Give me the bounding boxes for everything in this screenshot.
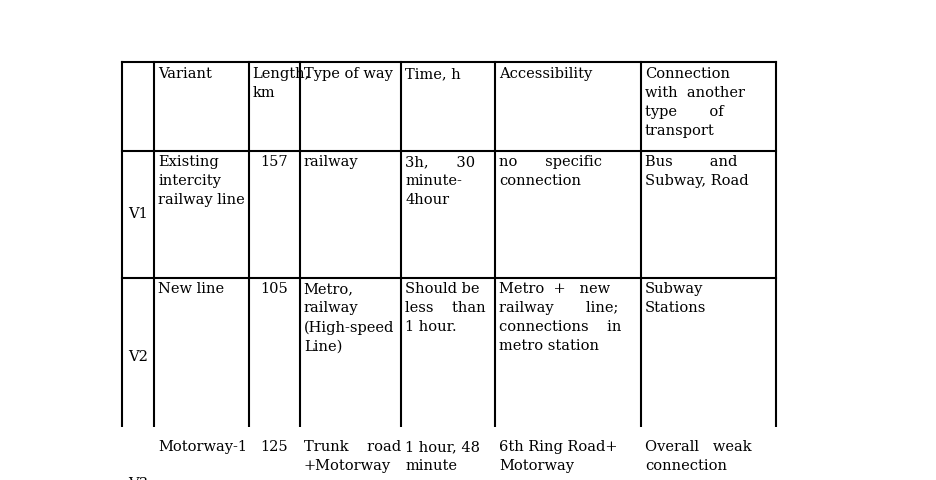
Text: Length,
km: Length, km xyxy=(253,67,310,100)
Text: Should be
less    than
1 hour.: Should be less than 1 hour. xyxy=(405,282,486,335)
Text: Type of way: Type of way xyxy=(304,67,392,81)
Text: Overall   weak
connection: Overall weak connection xyxy=(645,440,752,473)
Text: 157: 157 xyxy=(260,156,288,169)
Text: 3h,      30
minute-
4hour: 3h, 30 minute- 4hour xyxy=(405,156,475,207)
Text: Bus        and
Subway, Road: Bus and Subway, Road xyxy=(645,156,749,188)
Text: V3: V3 xyxy=(128,477,148,480)
Text: 105: 105 xyxy=(260,282,288,297)
Text: Metro,
railway
(High-speed
Line): Metro, railway (High-speed Line) xyxy=(304,282,394,354)
Text: Existing
intercity
railway line: Existing intercity railway line xyxy=(158,156,245,207)
Text: Variant: Variant xyxy=(158,67,212,81)
Text: V1: V1 xyxy=(128,207,148,221)
Text: no      specific
connection: no specific connection xyxy=(499,156,602,188)
Text: railway: railway xyxy=(304,156,358,169)
Text: Connection
with  another
type       of
transport: Connection with another type of transpor… xyxy=(645,67,745,138)
Text: Time, h: Time, h xyxy=(405,67,461,81)
Text: V2: V2 xyxy=(128,350,148,364)
Text: Subway
Stations: Subway Stations xyxy=(645,282,706,315)
Text: 6th Ring Road+
Motorway: 6th Ring Road+ Motorway xyxy=(499,440,618,473)
Text: Accessibility: Accessibility xyxy=(499,67,592,81)
Text: 1 hour, 48
minute: 1 hour, 48 minute xyxy=(405,440,480,473)
Text: Motorway-1: Motorway-1 xyxy=(158,440,247,454)
Text: 125: 125 xyxy=(260,440,288,454)
Text: New line: New line xyxy=(158,282,225,297)
Text: Metro  +   new
railway       line;
connections    in
metro station: Metro + new railway line; connections in… xyxy=(499,282,622,353)
Text: Trunk    road
+Motorway: Trunk road +Motorway xyxy=(304,440,401,473)
